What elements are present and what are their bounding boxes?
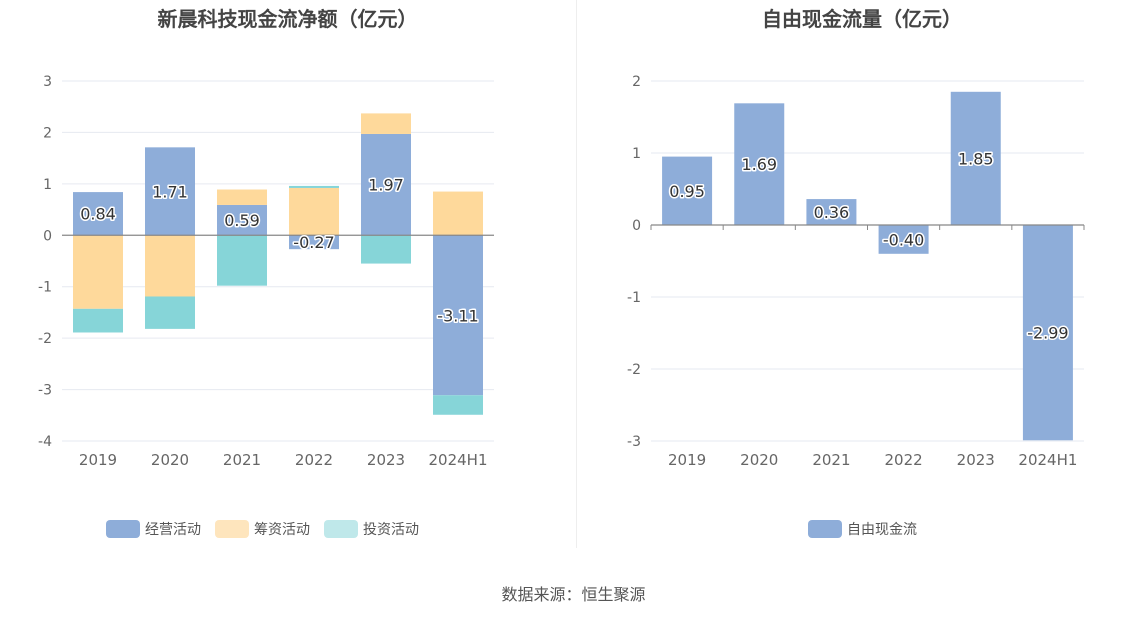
bar-primary[interactable]	[433, 235, 483, 396]
data-label: 0.59	[224, 211, 260, 230]
bar-series-1[interactable]	[217, 189, 267, 205]
bar-primary[interactable]	[1022, 225, 1073, 441]
y-tick-label: 2	[43, 125, 52, 141]
chart-divider	[576, 0, 577, 548]
x-tick-label: 2024H1	[1018, 451, 1077, 469]
x-tick-label: 2024H1	[429, 451, 488, 469]
x-tick-label: 2020	[151, 451, 189, 469]
legend-item-investing[interactable]: 投资活动	[324, 519, 419, 539]
y-tick-label: 0	[632, 218, 641, 234]
data-label: 1.69	[741, 155, 777, 174]
legend-swatch-operating	[106, 520, 140, 538]
right-chart-title: 自由现金流量（亿元）	[762, 7, 962, 31]
bar-series-1[interactable]	[433, 191, 483, 236]
bar-primary[interactable]	[361, 133, 411, 236]
y-tick-label: -2	[627, 362, 641, 378]
left-chart-title: 新晨科技现金流净额（亿元）	[157, 7, 418, 31]
data-label: 1.97	[368, 176, 404, 195]
left-chart-legend: 经营活动 筹资活动 投资活动	[106, 519, 419, 539]
legend-swatch-financing	[215, 520, 249, 538]
x-tick-label: 2019	[79, 451, 117, 469]
bar-primary[interactable]	[73, 192, 123, 236]
bar-series-1[interactable]	[289, 187, 339, 236]
bar-series-1[interactable]	[73, 235, 123, 309]
x-tick-label: 2022	[295, 451, 333, 469]
data-label: -2.99	[1027, 324, 1068, 343]
bar-series-2[interactable]	[433, 395, 483, 415]
legend-item-operating[interactable]: 经营活动	[106, 519, 201, 539]
x-tick-label: 2021	[812, 451, 850, 469]
x-tick-label: 2023	[367, 451, 405, 469]
bar-series-1[interactable]	[361, 113, 411, 134]
legend-item-financing[interactable]: 筹资活动	[215, 519, 310, 539]
bar-series-2[interactable]	[289, 185, 339, 188]
legend-swatch-investing	[324, 520, 358, 538]
data-source-note: 数据来源：恒生聚源	[501, 585, 646, 604]
y-tick-label: 1	[632, 146, 641, 162]
legend-label-operating: 经营活动	[145, 522, 201, 538]
bar-primary[interactable]	[950, 91, 1001, 225]
y-tick-label: -1	[627, 290, 641, 306]
data-label: 1.85	[958, 149, 994, 168]
y-tick-label: -3	[627, 434, 641, 450]
bar-primary[interactable]	[217, 204, 267, 236]
data-label: 0.36	[814, 203, 850, 222]
x-tick-label: 2021	[223, 451, 261, 469]
bar-primary[interactable]	[806, 199, 857, 225]
bar-series-1[interactable]	[145, 235, 195, 297]
bar-primary[interactable]	[734, 103, 785, 225]
bar-series-2[interactable]	[361, 235, 411, 264]
bar-primary[interactable]	[878, 225, 929, 254]
free-cash-flow-chart: 2 1 0 -1 -2 -3 2019 2020 2021 2022 2023 2024H1 0.95 1…	[627, 74, 1085, 469]
y-tick-label: -1	[38, 280, 52, 296]
bar-series-2[interactable]	[145, 296, 195, 329]
x-tick-label: 2023	[957, 451, 995, 469]
legend-label-investing: 投资活动	[363, 522, 419, 538]
data-label: -0.27	[293, 233, 334, 252]
legend-item-free-cash-flow[interactable]: 自由现金流	[808, 519, 917, 539]
x-tick-label: 2022	[884, 451, 922, 469]
y-tick-label: -3	[38, 383, 52, 399]
legend-label-financing: 筹资活动	[254, 522, 310, 538]
bar-series-2[interactable]	[73, 308, 123, 333]
data-label: 1.71	[152, 182, 188, 201]
y-tick-label: 3	[43, 74, 52, 90]
bar-series-2[interactable]	[217, 235, 267, 286]
x-tick-label: 2019	[668, 451, 706, 469]
legend-label-free-cash-flow: 自由现金流	[847, 522, 917, 538]
data-label: 0.84	[80, 205, 116, 224]
y-tick-label: 0	[43, 228, 52, 244]
cash-flow-net-chart: 3 2 1 0 -1 -2 -3 -4 2019 2020 2021 2022 2023 2024H1 0.…	[38, 74, 494, 469]
legend-swatch-free-cash-flow	[808, 520, 842, 538]
bar-primary[interactable]	[145, 147, 195, 236]
bar-primary[interactable]	[289, 235, 339, 250]
data-label: -3.11	[437, 306, 478, 325]
y-tick-label: -4	[38, 434, 52, 450]
right-chart-legend: 自由现金流	[808, 519, 917, 539]
y-tick-label: 1	[43, 177, 52, 193]
data-label: -0.40	[883, 230, 924, 249]
data-label: 0.95	[669, 182, 705, 201]
y-tick-label: -2	[38, 331, 52, 347]
y-tick-label: 2	[632, 74, 641, 90]
x-tick-label: 2020	[740, 451, 778, 469]
bar-primary[interactable]	[662, 156, 713, 225]
